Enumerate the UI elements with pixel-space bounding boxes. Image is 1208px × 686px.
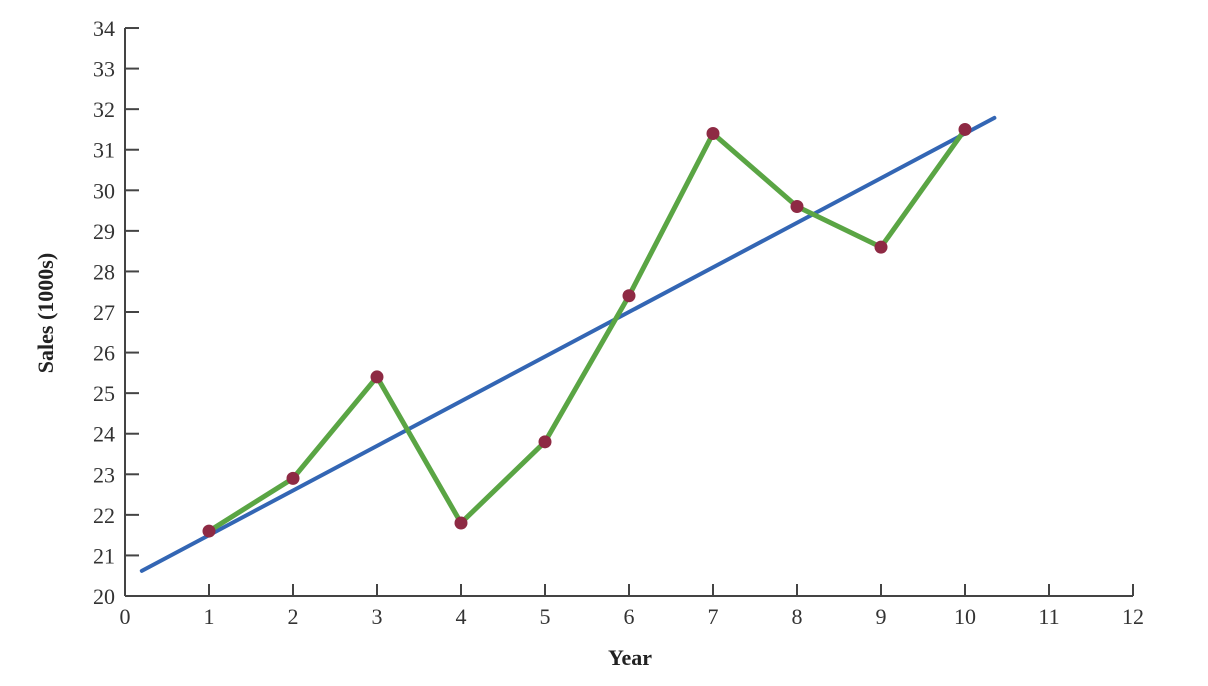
x-axis-title: Year xyxy=(608,645,652,670)
x-tick-label: 5 xyxy=(540,604,551,629)
data-point xyxy=(790,200,804,214)
trend-line xyxy=(139,115,997,573)
y-tick-label: 32 xyxy=(93,97,115,122)
x-tick-label: 0 xyxy=(120,604,131,629)
x-axis: 0 1 2 3 4 5 6 7 8 9 10 11 12 xyxy=(120,584,1144,629)
y-axis-title: Sales (1000s) xyxy=(33,253,58,373)
y-tick-label: 30 xyxy=(93,178,115,203)
x-tick-label: 7 xyxy=(708,604,719,629)
data-point xyxy=(538,435,552,449)
data-point xyxy=(370,370,384,384)
y-tick-label: 24 xyxy=(93,422,115,447)
data-point xyxy=(958,122,972,136)
y-tick-label: 22 xyxy=(93,503,115,528)
y-axis: 20 21 22 23 24 25 26 27 28 29 30 31 32 33 34 xyxy=(93,16,139,609)
y-tick-label: 21 xyxy=(93,543,115,568)
y-tick-label: 23 xyxy=(93,462,115,487)
y-tick-label: 28 xyxy=(93,259,115,284)
x-tick-label: 8 xyxy=(792,604,803,629)
x-tick-label: 11 xyxy=(1038,604,1059,629)
x-tick-label: 10 xyxy=(954,604,976,629)
sales-series xyxy=(206,126,968,534)
y-tick-label: 33 xyxy=(93,57,115,82)
y-tick-label: 20 xyxy=(93,584,115,609)
data-point xyxy=(202,524,216,538)
y-tick-label: 31 xyxy=(93,138,115,163)
x-tick-label: 4 xyxy=(456,604,467,629)
x-tick-label: 3 xyxy=(372,604,383,629)
data-point xyxy=(454,516,468,530)
y-tick-label: 29 xyxy=(93,219,115,244)
data-point xyxy=(706,127,720,141)
data-markers xyxy=(202,122,972,538)
data-point xyxy=(874,240,888,254)
x-tick-label: 6 xyxy=(624,604,635,629)
x-tick-label: 12 xyxy=(1122,604,1144,629)
y-tick-label: 26 xyxy=(93,341,115,366)
y-tick-label: 27 xyxy=(93,300,115,325)
x-tick-label: 9 xyxy=(876,604,887,629)
data-point xyxy=(622,289,636,303)
data-point xyxy=(286,471,300,485)
x-tick-label: 1 xyxy=(204,604,215,629)
x-tick-label: 2 xyxy=(288,604,299,629)
y-tick-label: 34 xyxy=(93,16,115,41)
y-tick-label: 25 xyxy=(93,381,115,406)
